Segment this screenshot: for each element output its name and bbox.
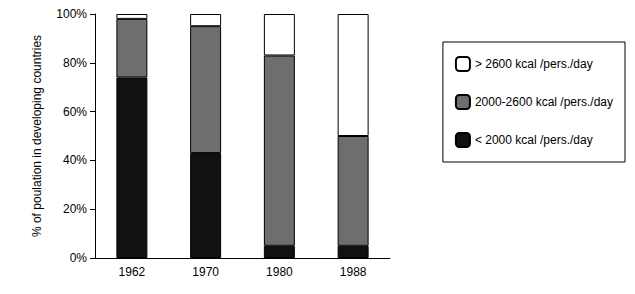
svg-text:1988: 1988 (340, 265, 367, 279)
svg-text:1970: 1970 (192, 265, 219, 279)
svg-text:40%: 40% (63, 153, 87, 167)
svg-text:2000-2600 kcal /pers./day: 2000-2600 kcal /pers./day (475, 95, 613, 109)
svg-text:20%: 20% (63, 202, 87, 216)
svg-text:% of poulation in developing c: % of poulation in developing countries (30, 35, 44, 237)
svg-text:100%: 100% (56, 7, 87, 21)
svg-text:60%: 60% (63, 105, 87, 119)
svg-text:1980: 1980 (266, 265, 293, 279)
svg-text:1962: 1962 (119, 265, 146, 279)
svg-text:0%: 0% (70, 251, 88, 265)
svg-text:< 2000 kcal /pers./day: < 2000 kcal /pers./day (475, 133, 593, 147)
svg-text:> 2600 kcal /pers./day: > 2600 kcal /pers./day (475, 57, 593, 71)
svg-text:80%: 80% (63, 56, 87, 70)
